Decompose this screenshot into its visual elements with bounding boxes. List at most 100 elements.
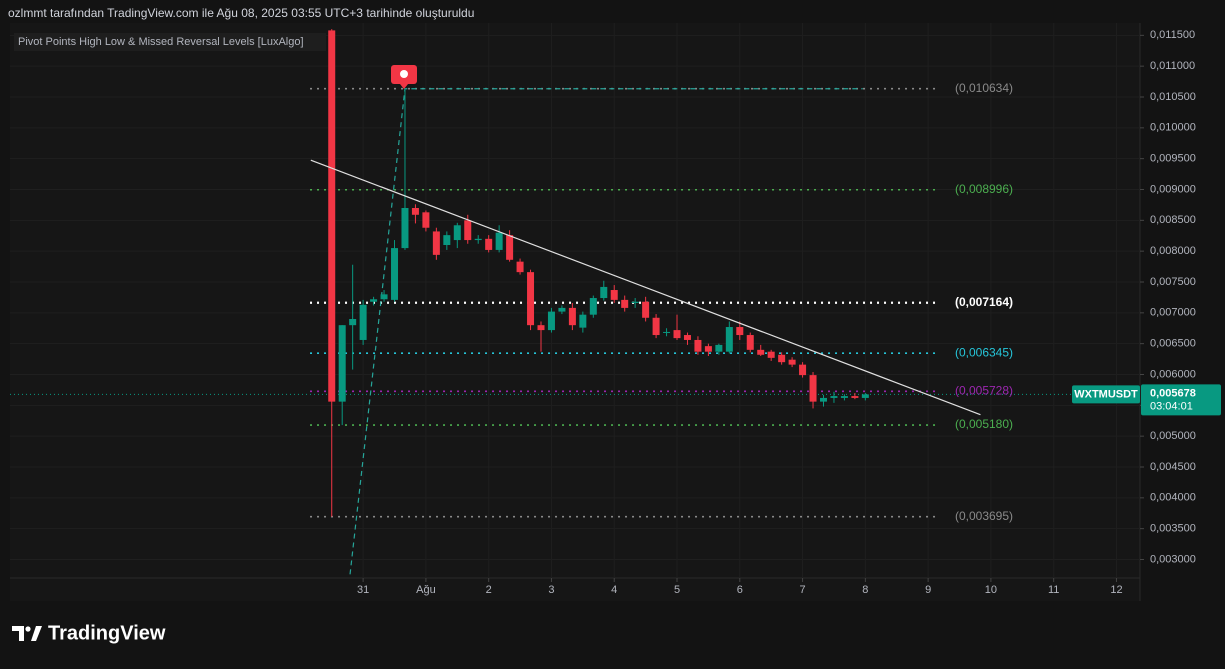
y-tick-label: 0,006500 (1150, 338, 1196, 350)
x-tick-label: 2 (486, 584, 492, 596)
candle-body (411, 208, 419, 215)
candle-body (799, 364, 807, 376)
candle-body (673, 330, 681, 339)
candle-body (663, 331, 671, 333)
candle-body (495, 232, 503, 250)
candle-body (537, 325, 545, 331)
header: ozlmmt tarafından TradingView.com ile Ağ… (8, 6, 474, 20)
level-label: (0,003695) (955, 509, 1013, 523)
candle-body (851, 396, 859, 398)
candle-body (840, 396, 848, 398)
candle-body (621, 299, 629, 308)
marker-pointer (400, 84, 408, 89)
y-tick-label: 0,007000 (1150, 307, 1196, 319)
candle-body (349, 319, 357, 326)
x-tick-label: 12 (1110, 584, 1122, 596)
y-tick-label: 0,003500 (1150, 523, 1196, 535)
candle-body (778, 354, 786, 363)
candle-body (652, 317, 660, 336)
candle-body (736, 327, 744, 336)
candle-body (704, 346, 712, 352)
candle-body (516, 261, 524, 273)
logo-text: TradingView (48, 622, 166, 644)
candle-body (506, 235, 514, 260)
symbol-label: WXTMUSDT (1074, 388, 1138, 400)
candle-body (391, 248, 399, 300)
candle-body (610, 290, 618, 300)
x-tick-label: 11 (1048, 584, 1059, 596)
level-label: (0,006345) (955, 345, 1013, 359)
candle-body (338, 325, 346, 402)
candle-body (788, 359, 796, 365)
y-tick-label: 0,004500 (1150, 461, 1196, 473)
x-tick-label: 3 (548, 584, 554, 596)
marker-icon (400, 70, 408, 78)
level-label: (0,008996) (955, 182, 1013, 196)
y-tick-label: 0,009000 (1150, 183, 1196, 195)
candle-body (642, 301, 650, 318)
candle-body (474, 238, 482, 241)
candle-body (464, 220, 472, 241)
countdown-label: 03:04:01 (1150, 400, 1193, 412)
y-tick-label: 0,005000 (1150, 430, 1196, 442)
candle-body (767, 351, 775, 358)
candle-body (370, 299, 378, 302)
x-tick-label: Ağu (416, 584, 436, 596)
y-tick-label: 0,011500 (1150, 29, 1195, 41)
candle-body (746, 335, 754, 350)
x-tick-label: 6 (737, 584, 743, 596)
indicator-title: Pivot Points High Low & Missed Reversal … (18, 36, 304, 48)
candle-body (527, 272, 535, 326)
y-tick-label: 0,010500 (1150, 91, 1196, 103)
axes: 0,003000 0,003500 0,004000 0,004500 0,005000… (357, 29, 1221, 596)
candle-body (683, 335, 691, 340)
candle-body (715, 344, 723, 352)
pivot-marker (391, 65, 417, 89)
y-tick-label: 0,010000 (1150, 122, 1196, 134)
price-tag-label: 0,005678 (1150, 387, 1196, 399)
x-tick-label: 7 (800, 584, 806, 596)
x-tick-label: 31 (357, 584, 369, 596)
candle-body (830, 396, 838, 398)
candle-body (589, 298, 597, 315)
level-label: (0,007164) (955, 295, 1013, 309)
candle-body (432, 231, 440, 255)
candle-body (819, 397, 827, 402)
x-tick-label: 4 (611, 584, 617, 596)
logo-mark (12, 626, 24, 641)
candle-body (600, 286, 608, 299)
candle-body (443, 235, 451, 245)
logo-mark (31, 626, 42, 641)
x-tick-label: 9 (925, 584, 931, 596)
symbol-tag (1072, 385, 1140, 404)
candle-body (809, 375, 817, 402)
candle-body (558, 307, 566, 312)
candle-body (328, 30, 336, 402)
candle-body (485, 238, 493, 250)
y-tick-label: 0,009500 (1150, 153, 1196, 165)
indicator-box (14, 33, 326, 51)
candle-body (579, 314, 587, 328)
candle-body (380, 294, 388, 300)
price-tag (1141, 384, 1221, 416)
y-tick-label: 0,011000 (1150, 60, 1195, 72)
x-tick-label: 5 (674, 584, 680, 596)
candle-body (359, 304, 367, 340)
y-tick-label: 0,008000 (1150, 245, 1196, 257)
candle-body (568, 307, 576, 326)
candle-body (694, 339, 702, 352)
x-tick-label: 8 (862, 584, 868, 596)
logo: TradingView (12, 622, 166, 644)
y-tick-label: 0,006000 (1150, 368, 1196, 380)
grid (10, 23, 1140, 578)
candle-body (861, 394, 869, 398)
candle-body (401, 208, 409, 249)
y-tick-label: 0,004000 (1150, 492, 1196, 504)
y-tick-label: 0,007500 (1150, 276, 1196, 288)
y-tick-label: 0,008500 (1150, 214, 1196, 226)
candle-body (725, 327, 733, 352)
level-label: (0,005180) (955, 417, 1013, 431)
candle-body (453, 225, 461, 241)
candle-body (422, 212, 430, 228)
